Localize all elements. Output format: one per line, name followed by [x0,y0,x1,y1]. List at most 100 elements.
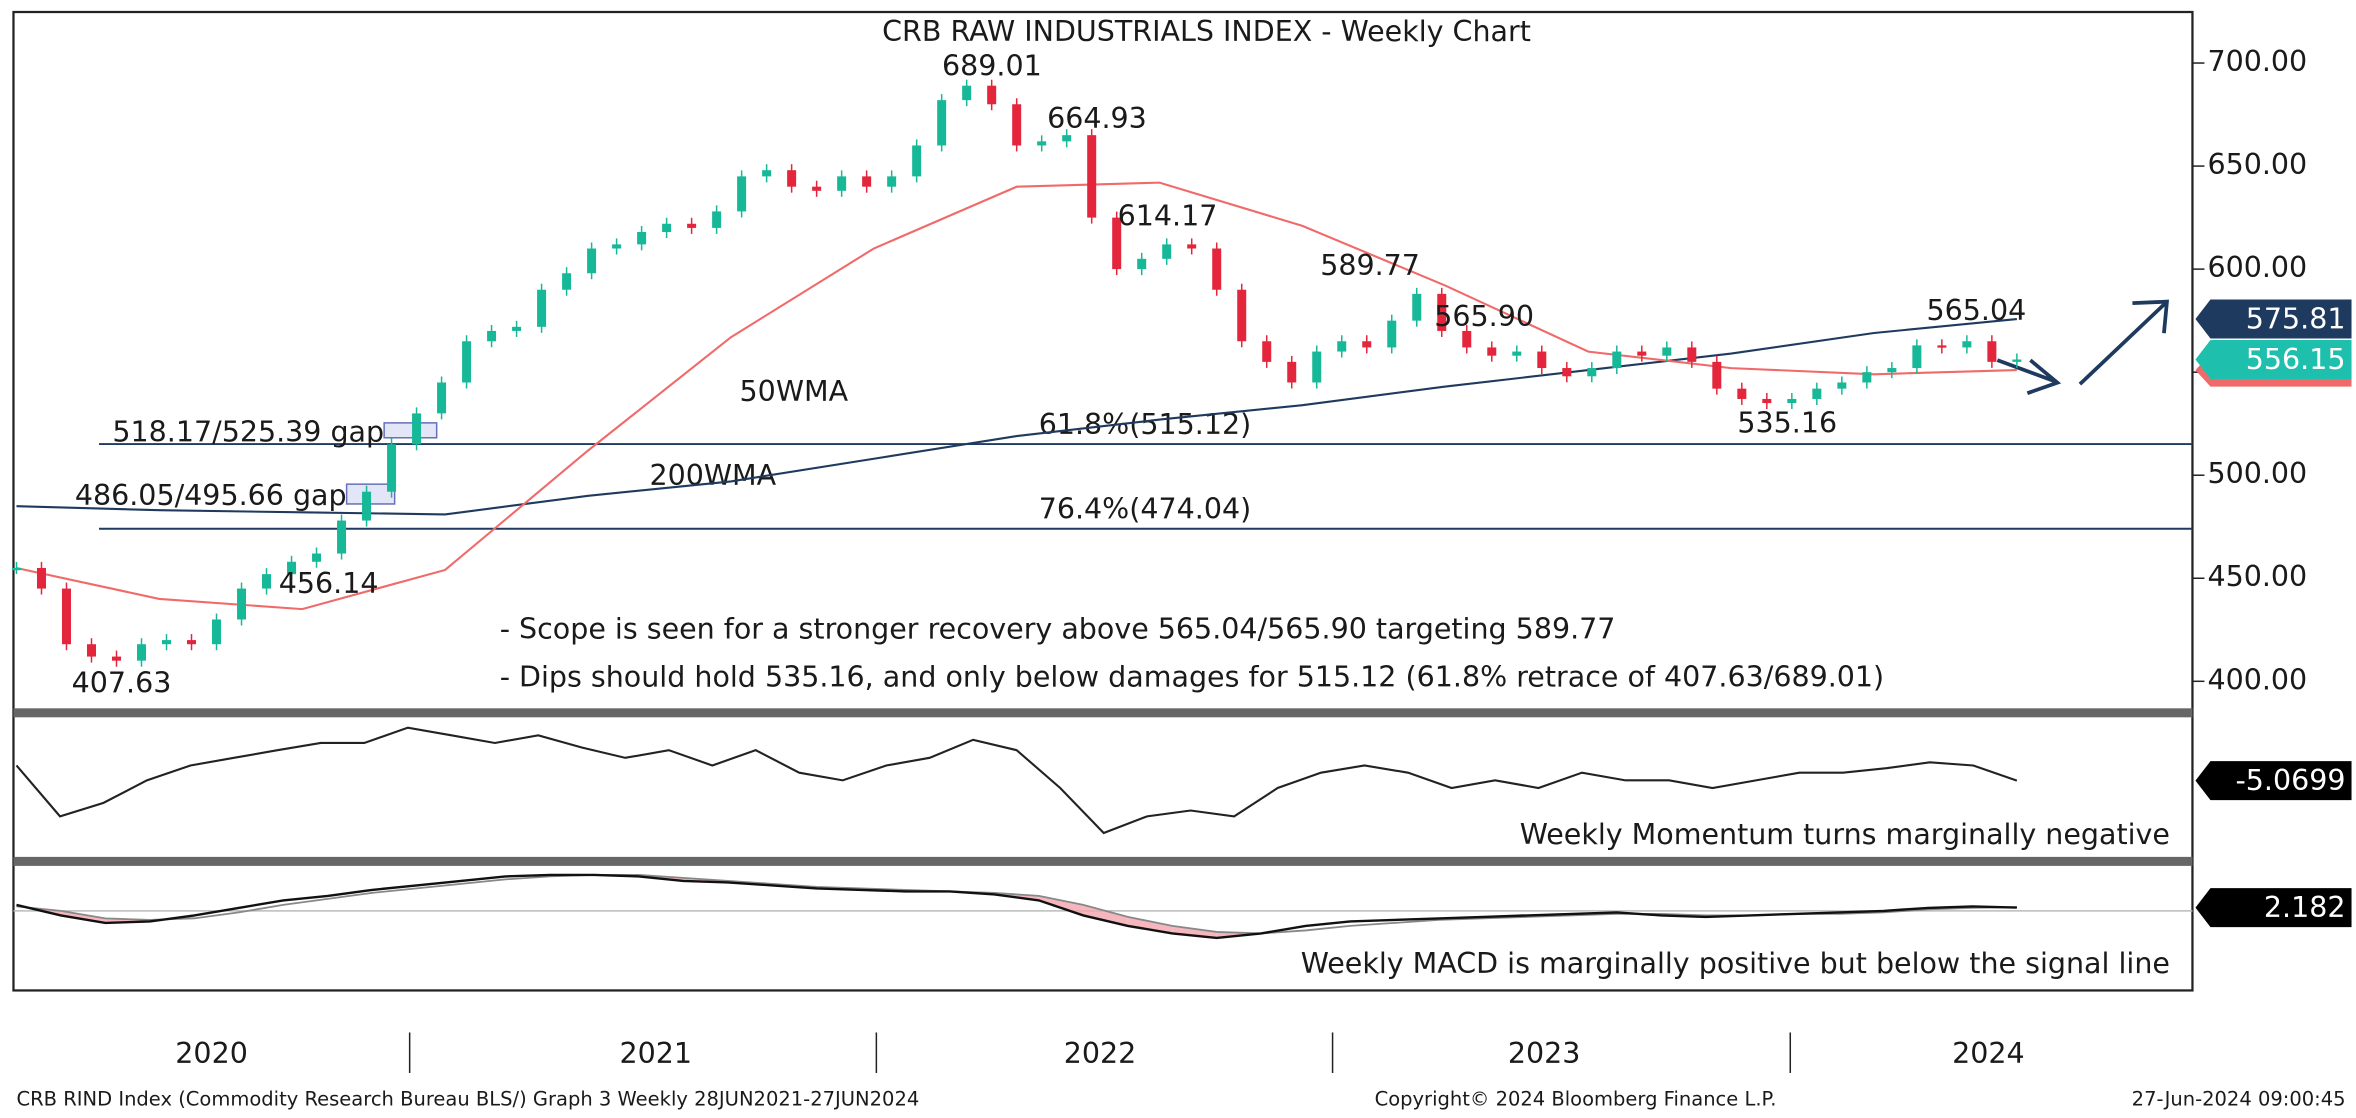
candle [1287,361,1297,383]
footer: Copyright© 2024 Bloomberg Finance L.P. [1375,1087,1777,1110]
candle [787,170,797,187]
candle [1112,217,1122,270]
candle [1437,293,1447,331]
candle [1212,248,1222,290]
candle [1137,258,1147,270]
candle [86,644,96,657]
candle [1962,341,1972,348]
candle [1812,388,1822,399]
candle [1912,345,1922,369]
panel-divider [13,708,2193,718]
candle [1712,361,1722,389]
candle [312,553,322,562]
price-annotation: 614.17 [1118,200,1218,233]
ma200-line [16,317,2017,516]
y-tick-label: 600.00 [2207,251,2307,284]
candle [1687,347,1697,362]
value-tag-bg [2195,299,2352,339]
candle [61,588,71,645]
arrow-large [2078,299,2170,386]
candle [537,289,547,327]
arrows [1996,299,2170,395]
candle [1662,347,1672,356]
candle [1162,244,1172,259]
x-tick-label: 2020 [175,1037,248,1070]
arrow-small [1996,358,2062,395]
macd-fill [1083,904,1128,926]
y-tick-label: 700.00 [2207,45,2307,78]
candle [11,567,21,571]
candle [1512,351,1522,356]
candle [1312,351,1322,383]
candle [487,330,497,342]
price-annotation: 407.63 [72,666,172,699]
candle [762,170,772,177]
y-tick-label: 500.00 [2207,457,2307,490]
candle [362,491,372,521]
candle [187,640,197,645]
candle [812,186,822,191]
candle [1462,330,1472,348]
price-annotation: 456.14 [279,567,379,600]
candle [1237,289,1247,342]
candle [1012,104,1022,146]
candle [1262,341,1272,362]
candle [162,640,172,645]
candle [1487,347,1497,356]
ma50-label: 50WMA [740,375,849,408]
candle [137,644,147,661]
x-tick-label: 2023 [1508,1037,1581,1070]
candle [837,176,847,191]
y-tick-label: 400.00 [2207,663,2307,696]
chart-title: CRB RAW INDUSTRIALS INDEX - Weekly Chart [882,15,1531,48]
value-tag-bg [2195,339,2352,380]
value-tag: 556.15 [2246,343,2346,376]
note: - Scope is seen for a stronger recovery … [500,612,1616,645]
candle [737,176,747,212]
price-annotation: 535.16 [1737,407,1837,440]
candle [1337,341,1347,352]
candle [237,588,247,620]
price-annotation: 565.04 [1926,294,2026,327]
footer: 27-Jun-2024 09:00:45 [2132,1087,2346,1110]
candle [1037,141,1047,146]
candle [1362,341,1372,348]
candle [587,248,597,274]
candle [1537,351,1547,369]
momentum-line [15,726,2018,835]
x-tick-label: 2021 [620,1037,693,1070]
candle [612,244,622,249]
price-annotation: 589.77 [1320,249,1420,282]
candle [662,223,672,233]
candle [287,561,297,575]
candle [212,619,222,645]
candle [912,145,922,177]
candle [1187,244,1197,249]
candle [36,567,46,589]
signal-line [16,873,2017,935]
candle [1987,341,1997,362]
candle [387,444,397,492]
candle [1587,368,1597,377]
candle [111,656,122,661]
momentum-note: Weekly Momentum turns marginally negativ… [1520,818,2170,851]
panel-divider [13,856,2193,866]
macd-note: Weekly MACD is marginally positive but b… [1301,947,2170,980]
x-tick-label: 2024 [1952,1037,2025,1070]
candle [1412,293,1422,321]
candle [1087,135,1097,218]
candle [562,273,572,290]
candle [962,85,972,101]
macd-fill [1172,925,1217,938]
candle [1762,398,1772,404]
candle [1612,351,1622,369]
candle [1937,345,1947,348]
value-tag-bg [2195,761,2352,801]
candle [262,574,272,589]
candle [637,232,647,245]
level-label: 76.4%(474.04) [1039,493,1252,526]
value-tag-bg [2195,888,2352,928]
candle [1787,398,1797,404]
